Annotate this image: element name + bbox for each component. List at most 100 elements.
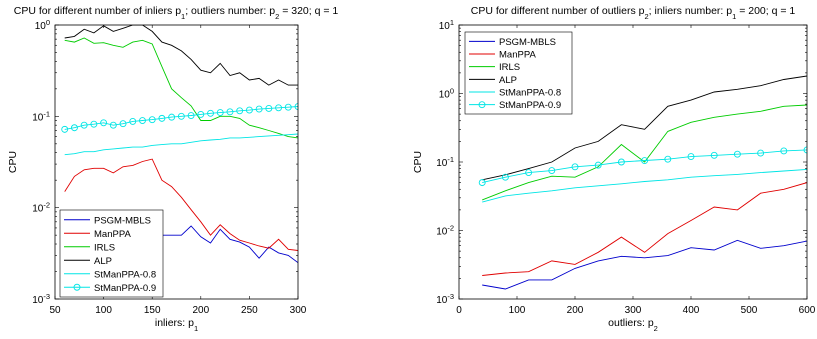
y-tick-label: 10-1 (436, 155, 454, 170)
x-tick-label: 50 (49, 305, 61, 316)
data-point (284, 103, 292, 111)
x-tick-label: 200 (567, 305, 584, 316)
data-point (61, 125, 69, 133)
data-point (294, 103, 298, 110)
data-point (265, 104, 273, 112)
x-tick-label: 200 (192, 305, 209, 316)
legend-marker (73, 283, 81, 291)
data-point (236, 107, 244, 115)
data-point (687, 153, 695, 161)
data-point (177, 112, 185, 120)
data-point (245, 106, 253, 114)
data-point (757, 149, 765, 157)
series-line-stmanppa-0.9 (64, 106, 298, 130)
data-point (139, 117, 146, 124)
y-axis-label: CPU (412, 151, 424, 173)
x-axis-label: inliers: p1 (155, 317, 198, 333)
data-point (129, 117, 137, 125)
legend-marker (478, 101, 486, 109)
series-line-alp (482, 75, 807, 181)
legend-box (464, 31, 573, 115)
legend-entry: StManPPA-0.8 (499, 88, 561, 99)
y-tick-label: 100 (439, 86, 454, 101)
data-point (148, 116, 156, 124)
series-line-stmanppa-0.8 (482, 168, 807, 203)
series-line-alp (64, 25, 298, 86)
data-point (780, 147, 788, 155)
legend-entry: IRLS (94, 242, 115, 253)
series-line-stmanppa-0.8 (64, 133, 298, 156)
x-tick-label: 100 (509, 305, 526, 316)
y-tick-label: 10-2 (32, 200, 50, 215)
plot-area (478, 75, 807, 290)
series-line-stmanppa-0.9 (482, 149, 807, 184)
legend-entry: StManPPA-0.8 (94, 269, 156, 280)
legend: PSGM-MBLS ManPPA IRLS ALP StManPPA-0.8 StManP… (59, 209, 164, 298)
data-point (664, 155, 672, 163)
data-point (90, 120, 98, 128)
axes-box (54, 24, 299, 300)
data-point (255, 105, 263, 113)
x-tick-label: 500 (741, 305, 758, 316)
series-line-psgm-mbls (482, 239, 807, 290)
x-tick-label: 400 (683, 305, 700, 316)
data-point (478, 179, 486, 187)
legend-entry: StManPPA-0.9 (94, 283, 156, 294)
y-tick-label: 10-2 (436, 223, 454, 238)
legend-entry: IRLS (499, 62, 520, 73)
x-tick-label: 150 (144, 305, 161, 316)
data-point (803, 146, 807, 154)
data-point (501, 173, 509, 181)
chart-title: CPU for different number of inliers p1; … (14, 5, 339, 21)
data-point (168, 113, 176, 121)
chart-panel-2: 0 100 200 300 400 500 600 10-3 10-2 10-1 100 101 CPU… (412, 5, 816, 333)
legend-entry: StManPPA-0.9 (499, 100, 561, 111)
x-tick-label: 100 (95, 305, 112, 316)
y-axis-label: CPU (7, 151, 19, 173)
data-point (187, 112, 195, 119)
legend-entry: PSGM-MBLS (499, 37, 556, 48)
legend-entry: ManPPA (94, 229, 131, 240)
data-point (733, 150, 741, 158)
series-line-manppa (64, 158, 298, 251)
legend: PSGM-MBLSManPPAIRLSALPStManPPA-0.8StManP… (464, 31, 573, 115)
data-point (226, 108, 234, 116)
axes-box (458, 24, 808, 300)
y-tick-label: 10-3 (32, 292, 50, 307)
data-point (525, 169, 533, 177)
data-point (158, 114, 166, 122)
legend-entry: ALP (94, 256, 112, 267)
data-point (197, 110, 205, 118)
data-point (216, 109, 224, 117)
data-point (207, 109, 214, 117)
data-point (710, 151, 718, 159)
series-line-irls (64, 37, 298, 139)
data-point (594, 161, 602, 169)
data-point (275, 104, 283, 112)
x-axis-label: outliers: p2 (608, 317, 658, 333)
data-point (70, 124, 78, 132)
series-line-irls (482, 104, 807, 201)
data-point (548, 167, 556, 175)
series-line-manppa (482, 182, 807, 276)
y-tick-label: 101 (439, 18, 454, 33)
data-point (119, 120, 127, 128)
legend-entry: PSGM-MBLS (94, 215, 151, 226)
data-point (571, 163, 579, 171)
y-tick-label: 10-1 (32, 109, 50, 124)
legend-entry: ALP (499, 75, 517, 86)
data-point (109, 121, 117, 129)
x-tick-label: 0 (456, 305, 462, 316)
data-point (641, 157, 649, 164)
y-tick-label: 100 (35, 18, 50, 33)
data-point (80, 121, 88, 129)
data-point (617, 158, 625, 166)
x-tick-label: 300 (625, 305, 642, 316)
y-tick-label: 10-3 (436, 292, 454, 307)
chart-title: CPU for different number of outliers p2;… (471, 5, 796, 21)
legend-box (59, 209, 164, 298)
data-point (100, 119, 108, 127)
x-tick-label: 600 (799, 305, 816, 316)
